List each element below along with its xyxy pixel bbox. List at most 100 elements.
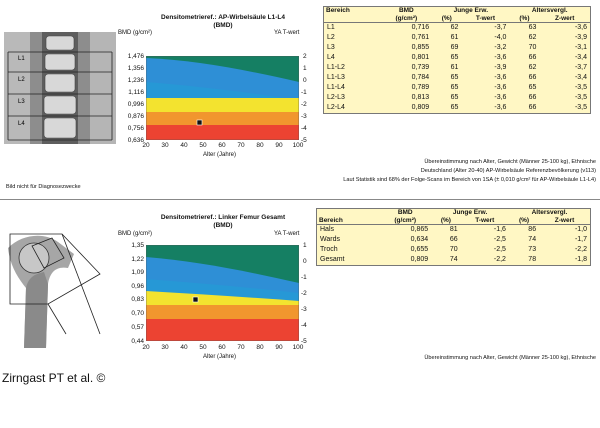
- bottom-chart-title-line1: Densitometrieref.: Linker Femur Gesamt: [160, 214, 286, 221]
- cell-z: -3,1: [574, 44, 587, 51]
- bottom-t-tick: 1: [303, 242, 307, 249]
- top-t-axis-label: YA T-wert: [274, 30, 300, 36]
- bottom-age-tick: 50: [199, 344, 207, 351]
- top-note-1: Übereinstimmung nach Alter, Gewicht (Män…: [424, 159, 596, 165]
- cell-t: -3,6: [494, 94, 507, 101]
- top-bmd-tick: 0,756: [127, 125, 144, 132]
- bottom-bmd-tick: 0,44: [131, 338, 144, 345]
- table-row: L1 0,716 62 -3,7 63 -3,6: [324, 23, 591, 34]
- header-cell: Bereich: [326, 7, 350, 14]
- cell-am-pct: 66: [528, 54, 537, 61]
- bottom-age-tick: 100: [292, 344, 304, 351]
- top-band-red: [146, 125, 299, 140]
- cell-bmd: 0,784: [411, 74, 430, 81]
- femur-xray-image: [4, 228, 104, 348]
- cell-bmd: 0,634: [410, 236, 429, 243]
- cell-region: L2-L4: [327, 104, 345, 111]
- cell-z: -3,4: [574, 54, 587, 61]
- top-t-tick: -1: [301, 89, 307, 96]
- header-cell: Junge Erw.: [453, 7, 489, 14]
- top-age-tick: 40: [180, 142, 188, 149]
- cell-t: -1,6: [493, 226, 506, 233]
- cell-ya-pct: 70: [449, 246, 458, 253]
- bottom-age-tick: 90: [275, 344, 283, 351]
- bottom-bmd-tick: 0,83: [131, 296, 144, 303]
- cell-z: -3,7: [574, 64, 587, 71]
- cell-bmd: 0,813: [411, 94, 430, 101]
- cell-ya-pct: 62: [450, 24, 459, 31]
- cell-ya-pct: 65: [450, 74, 459, 81]
- top-bmd-tick: 0,636: [127, 137, 144, 144]
- cell-ya-pct: 69: [450, 44, 459, 51]
- cell-am-pct: 63: [528, 24, 537, 31]
- cell-am-pct: 73: [528, 246, 537, 253]
- header-cell: (%): [432, 14, 462, 23]
- cell-bmd: 0,761: [411, 34, 430, 41]
- bottom-bmd-tick: 0,96: [131, 283, 144, 290]
- bottom-bmd-tick: 1,09: [131, 269, 144, 276]
- header-cell: T-wert: [460, 216, 509, 225]
- cell-ya-pct: 81: [449, 226, 458, 233]
- cell-ya-pct: 61: [450, 34, 459, 41]
- top-t-tick: -2: [301, 101, 307, 108]
- bottom-t-tick: -5: [301, 338, 307, 345]
- top-chart-title: Densitometrieref.: AP-Wirbelsäule L1-L4 …: [148, 14, 298, 30]
- cell-bmd: 0,716: [411, 24, 430, 31]
- cell-z: -1,8: [574, 256, 587, 263]
- cell-bmd: 0,789: [411, 84, 430, 91]
- cell-am-pct: 78: [528, 256, 537, 263]
- top-band-orange: [146, 112, 299, 125]
- cell-ya-pct: 61: [450, 64, 459, 71]
- top-age-tick: 30: [161, 142, 169, 149]
- xray-label-l1: L1: [18, 56, 25, 62]
- top-disclaimer: Bild nicht für Diagnosezwecke: [6, 184, 81, 190]
- top-bmd-axis-label: BMD (g/cm²): [118, 30, 152, 36]
- bottom-age-tick: 80: [256, 344, 264, 351]
- cell-t: -3,2: [494, 44, 507, 51]
- table-row: L2-L4 0,809 65 -3,6 66 -3,5: [324, 103, 591, 114]
- xray-label-l4: L4: [18, 121, 25, 127]
- cell-region: Hals: [320, 226, 335, 233]
- top-results-table: Bereich BMD Junge Erw. Altersvergl. (g/c…: [323, 6, 591, 114]
- top-age-tick: 80: [256, 142, 264, 149]
- top-age-axis-label: Alter (Jahre): [203, 152, 237, 158]
- top-t-tick: -5: [301, 137, 307, 144]
- spine-xray-image: L1 L2 L3 L4: [4, 32, 116, 144]
- cell-z: -3,5: [574, 84, 587, 91]
- top-chart-title-line2: (BMD): [213, 22, 233, 29]
- bottom-note-1: Übereinstimmung nach Alter, Gewicht (Män…: [424, 355, 596, 361]
- table-row: L1-L4 0,789 65 -3,6 65 -3,5: [324, 83, 591, 93]
- cell-am-pct: 62: [528, 34, 537, 41]
- table-header-row: BMD Junge Erw. Altersvergl.: [317, 209, 591, 217]
- header-cell: (%): [508, 216, 540, 225]
- cell-region: Troch: [320, 246, 338, 253]
- header-cell: Bereich: [316, 216, 380, 225]
- bottom-t-tick: 0: [303, 258, 307, 265]
- cell-t: -2,2: [493, 256, 506, 263]
- cell-bmd: 0,801: [411, 54, 430, 61]
- table-row: Wards 0,634 66 -2,5 74 -1,7: [317, 235, 591, 245]
- figure-caption: Zirngast PT et al. ©: [2, 371, 106, 385]
- top-band-yellow: [146, 98, 299, 112]
- cell-ya-pct: 66: [449, 236, 458, 243]
- top-bmd-tick: 1,236: [127, 77, 144, 84]
- table-header-row: Bereich (g/cm²) (%) T-wert (%) Z-wert: [316, 216, 591, 225]
- top-t-tick: 0: [303, 77, 307, 84]
- header-cell: BMD: [397, 209, 413, 216]
- cell-bmd: 0,809: [410, 256, 429, 263]
- section-divider: [0, 199, 600, 200]
- xray-label-l3: L3: [18, 99, 25, 105]
- cell-region: L1: [327, 24, 335, 31]
- cell-ya-pct: 74: [449, 256, 458, 263]
- cell-am-pct: 62: [528, 64, 537, 71]
- bottom-bmd-chart: [146, 245, 299, 341]
- table-row: L1-L2 0,739 61 -3,9 62 -3,7: [324, 63, 591, 73]
- top-note-2: Deutschland (Alter 20-40) AP-Wirbelsäule…: [420, 168, 596, 174]
- cell-am-pct: 66: [528, 94, 537, 101]
- bottom-age-tick: 40: [180, 344, 188, 351]
- header-cell: (g/cm²): [380, 14, 433, 23]
- bottom-age-tick: 70: [237, 344, 245, 351]
- cell-t: -2,5: [493, 236, 506, 243]
- cell-am-pct: 65: [528, 84, 537, 91]
- header-cell: [317, 209, 380, 217]
